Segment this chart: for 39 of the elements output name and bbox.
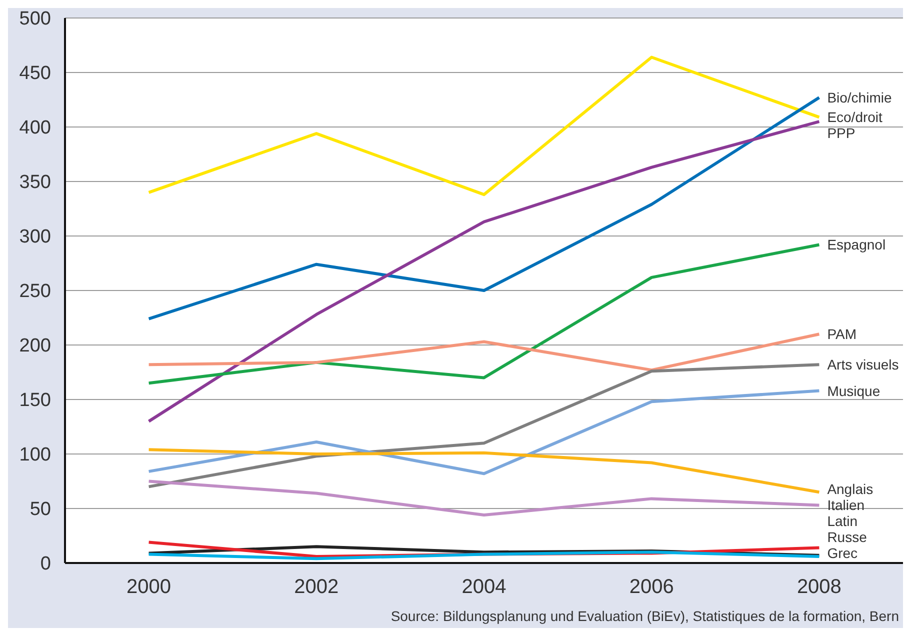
y-tick-label: 400 [19,118,51,139]
y-tick-label: 250 [19,281,51,302]
x-tick-label: 2004 [462,576,506,598]
series-label: Bio/chimie [827,90,892,106]
y-tick-label: 0 [40,554,51,575]
y-tick-label: 500 [19,8,51,30]
line-series [147,243,821,385]
x-tick-label: 2006 [629,576,674,598]
x-tick-label: 2000 [126,576,172,598]
y-tick-label: 100 [19,444,51,466]
series-label: Russe [827,529,868,545]
y-tick-label: 450 [19,63,51,84]
line-series [147,332,821,372]
series-label: Anglais [827,481,874,497]
line-series [147,96,821,320]
source-note: Source: Bildungsplanung und Evaluation (BiEv), Statistiques de la formation, Bern [390,608,900,626]
series-label: Espagnol [827,236,886,253]
line-series [147,480,821,517]
series-label: Arts visuels [827,356,899,373]
line-series [147,120,821,423]
x-tick-label: 2008 [796,576,842,598]
line-series [147,389,821,476]
y-tick-label: 50 [30,499,51,520]
series-label: Italien [827,497,865,513]
y-tick-label: 350 [19,172,51,194]
y-tick-label: 150 [19,390,51,412]
y-tick-label: 200 [19,336,51,357]
series-label: Eco/droit [827,109,883,126]
series-label: Musique [827,382,880,399]
series-label: PAM [827,326,857,342]
series-label: PPP [827,125,856,142]
x-tick-label: 2002 [294,576,339,598]
line-series [147,363,821,488]
series-label: Grec [827,545,858,561]
series-label: Latin [827,513,858,529]
line-series [147,550,821,560]
line-series [147,448,821,494]
line-series [147,56,821,196]
y-tick-label: 300 [19,226,51,248]
